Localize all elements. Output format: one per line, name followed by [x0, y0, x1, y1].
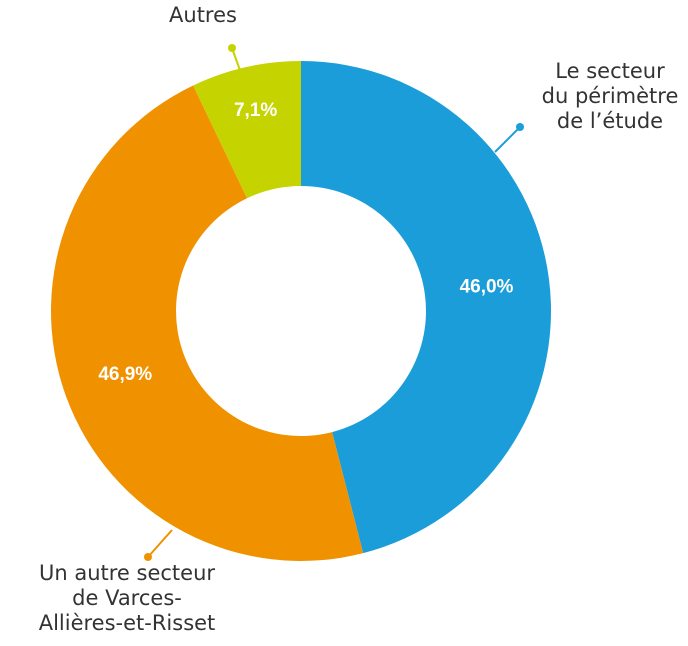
- category-line: de l’étude: [557, 109, 663, 133]
- category-label: Le secteur du périmètre de l’étude: [542, 59, 679, 133]
- leader-line: [494, 126, 521, 153]
- category-line: de Varces-: [72, 586, 182, 610]
- category-line: Un autre secteur: [39, 561, 215, 585]
- leader-dot: [144, 553, 152, 561]
- value-label: 46,0%: [460, 277, 514, 298]
- category-line: Le secteur: [555, 59, 665, 83]
- leader-line: [147, 529, 173, 558]
- donut-slice: [301, 61, 552, 554]
- category-line: du périmètre: [542, 84, 679, 108]
- category-label: Autres: [169, 3, 237, 27]
- leader-line: [231, 47, 243, 77]
- value-label: 46,9%: [98, 364, 152, 385]
- donut-slice: [50, 85, 364, 562]
- leader-dot: [228, 44, 236, 52]
- leader-dot: [516, 123, 524, 131]
- category-line: Autres: [169, 3, 237, 27]
- value-label: 7,1%: [234, 100, 277, 121]
- category-label: Un autre secteur de Varces-Allières-et-Ri…: [39, 561, 216, 635]
- donut-slice: [193, 61, 301, 199]
- category-line: Allières-et-Risset: [39, 611, 216, 635]
